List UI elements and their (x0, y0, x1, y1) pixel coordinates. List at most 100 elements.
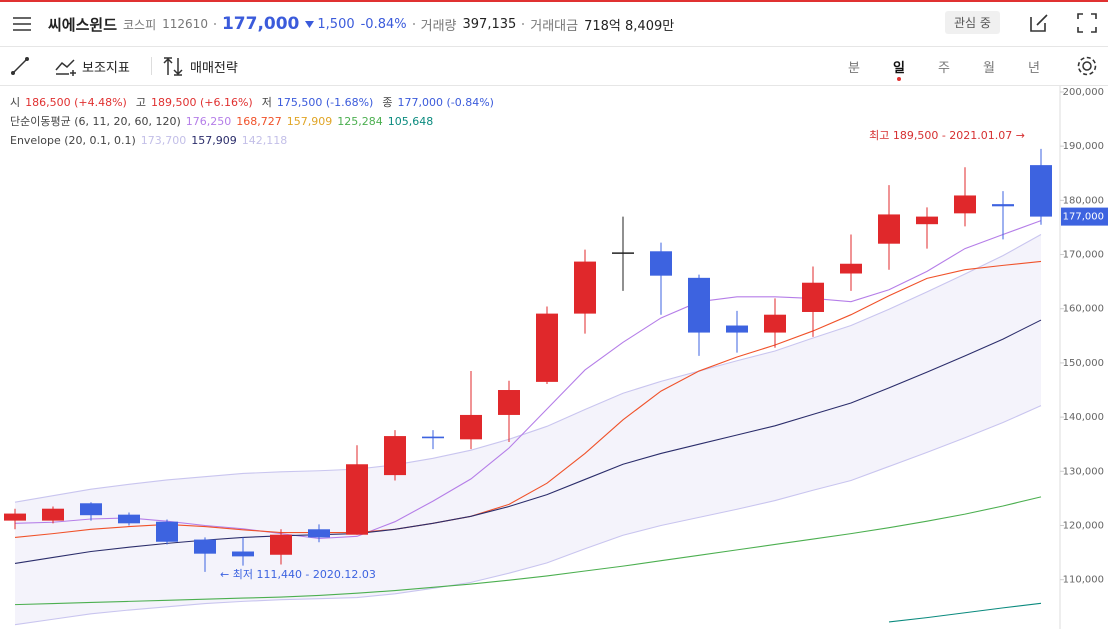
candle-body (460, 414, 482, 440)
y-tick-label: 180,000 (1063, 195, 1104, 206)
candle-body (650, 251, 672, 276)
toolbar: 보조지표 매매전략 분 일 주 월 년 (0, 47, 1108, 86)
candle-body (270, 534, 292, 555)
candle-body (118, 514, 140, 524)
ohlc-label: 고 (135, 96, 146, 109)
divider (151, 57, 152, 75)
ma-value: 105,648 (387, 115, 434, 128)
ohlc-label: 종 (382, 96, 393, 109)
envelope-value: 142,118 (241, 134, 288, 147)
indicator-icon[interactable] (55, 56, 77, 76)
ma-row: 단순이동평균 (6, 11, 20, 60, 120) 176,250 168,72… (10, 112, 503, 131)
candle-body (1030, 165, 1052, 217)
candle-body (954, 195, 976, 214)
strategy-icon[interactable] (163, 56, 185, 76)
ohlc-row: 시 186,500 (+4.48%) 고 189,500 (+6.16%) 저 175,5… (10, 93, 503, 112)
price: 177,000 (221, 14, 300, 34)
candle-body (916, 216, 938, 225)
volume-label: 거래량 (420, 18, 457, 34)
y-tick-label: 170,000 (1063, 250, 1104, 261)
period-tab[interactable]: 일 (893, 61, 905, 76)
ohlc-label: 시 (10, 96, 21, 109)
ma-label: 단순이동평균 (6, 11, 20, 60, 120) (10, 115, 181, 128)
candle-body (688, 277, 710, 333)
active-dot (897, 77, 901, 81)
edit-icon[interactable] (1029, 13, 1049, 33)
change-rate: -0.84% (360, 16, 407, 32)
period-tab[interactable]: 주 (938, 61, 950, 76)
y-tick-label: 150,000 (1063, 358, 1104, 369)
amount-label: 거래대금 (530, 18, 579, 34)
code: 112610 (162, 17, 208, 31)
candle-body (80, 503, 102, 516)
y-tick-label: 200,000 (1063, 87, 1104, 98)
ohlc-value: 177,000 (-0.84%) (397, 96, 494, 109)
top-accent (0, 0, 1108, 2)
candle-body (992, 204, 1014, 207)
separator (213, 23, 216, 25)
ma-line (14, 260, 1042, 538)
info-panel: 시 186,500 (+4.48%) 고 189,500 (+6.16%) 저 175,5… (10, 93, 503, 150)
separator (412, 23, 415, 25)
ma-line (14, 496, 1042, 606)
stock-name: 씨에스윈드 (48, 15, 118, 34)
ma-value: 168,727 (236, 115, 282, 128)
ma-value: 125,284 (337, 115, 383, 128)
ohlc-value: 186,500 (+4.48%) (25, 96, 127, 109)
separator (522, 23, 525, 25)
candle-body (764, 314, 786, 333)
envelope-value: 157,909 (191, 134, 237, 147)
period-tab[interactable]: 분 (848, 61, 860, 76)
ohlc-value: 189,500 (+6.16%) (150, 96, 253, 109)
candle-body (384, 436, 406, 476)
annotation: ← 최저 111,440 - 2020.12.03 (220, 568, 376, 581)
y-tick-label: 130,000 (1063, 466, 1104, 477)
envelope-value: 173,700 (140, 134, 187, 147)
last-price-label: 177,000 (1063, 212, 1104, 223)
change: 1,500 (317, 16, 355, 32)
down-arrow (305, 21, 315, 28)
indicator-button[interactable]: 보조지표 (82, 61, 130, 76)
watch-button[interactable]: 관심 중 (945, 11, 1000, 34)
amount: 718억 8,409만 (584, 18, 675, 34)
ma-value: 176,250 (185, 115, 232, 128)
chart: 110,000 120,000 130,000 140,000 150,000 160,0… (4, 86, 1108, 629)
last-price-tag (1061, 207, 1108, 226)
candle-body (536, 313, 558, 382)
candle-body (42, 508, 64, 521)
ma-value: 157,909 (286, 115, 333, 128)
annotation: 최고 189,500 - 2021.01.07 → (869, 129, 1025, 142)
envelope-upper (14, 234, 1042, 503)
envelope-label: Envelope (20, 0.1, 0.1) (10, 134, 136, 147)
candle-body (498, 390, 520, 415)
envelope-lower (14, 405, 1042, 626)
menu-icon[interactable] (12, 16, 32, 32)
fullscreen-icon[interactable] (1077, 13, 1097, 33)
strategy-button[interactable]: 매매전략 (190, 61, 238, 76)
candle-body (232, 551, 254, 557)
period-tab[interactable]: 년 (1028, 61, 1040, 76)
ma-line (14, 220, 1042, 540)
period-tab[interactable]: 월 (983, 61, 995, 76)
candle-body (574, 261, 596, 314)
ohlc-label: 저 (261, 96, 272, 109)
envelope-band (15, 234, 1041, 625)
candle-body (422, 436, 444, 439)
candle-body (4, 513, 26, 521)
ma-line (14, 319, 1042, 564)
y-tick-label: 160,000 (1063, 304, 1104, 315)
candle-body (612, 252, 634, 254)
candle-body (726, 325, 748, 333)
ohlc-value: 175,500 (-1.68%) (276, 96, 374, 109)
candle-body (878, 214, 900, 244)
candle-body (346, 464, 368, 535)
plot-area (4, 148, 1052, 626)
envelope-row: Envelope (20, 0.1, 0.1) 173,700 157,909 142… (10, 131, 503, 150)
draw-tool-icon[interactable] (10, 56, 30, 76)
settings-icon[interactable] (1076, 55, 1098, 77)
y-tick-label: 120,000 (1063, 520, 1104, 531)
header: 씨에스윈드 코스피 112610 177,000 1,500 -0.84% 거래… (0, 2, 1108, 47)
y-tick-label: 190,000 (1063, 141, 1104, 152)
ma-line (888, 602, 1042, 623)
